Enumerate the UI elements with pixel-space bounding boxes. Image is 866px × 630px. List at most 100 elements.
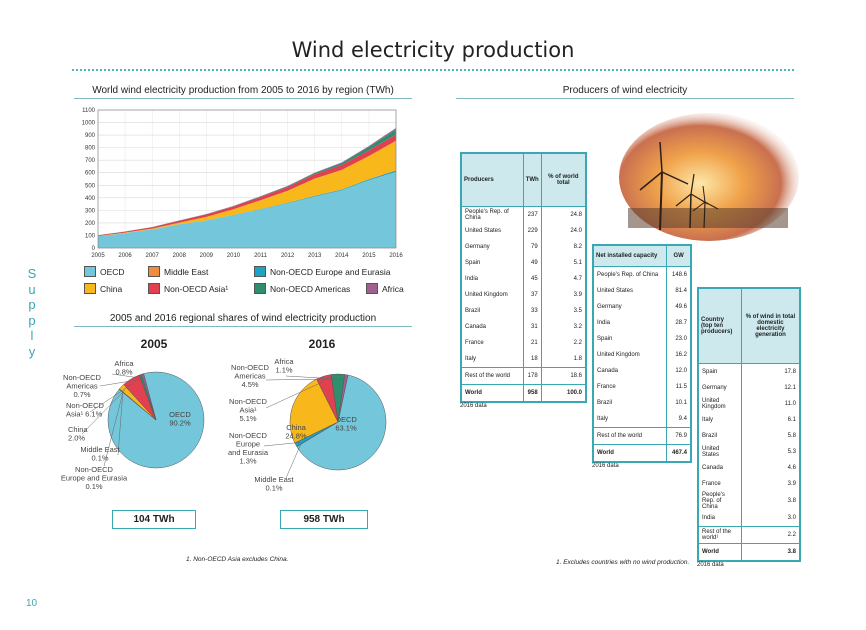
table-cell: 21 — [522, 335, 542, 351]
sidebar-letter: S — [27, 266, 37, 281]
table-cell: Germany — [465, 244, 490, 250]
table-cell: 76.9 — [666, 427, 691, 445]
plot-frame — [97, 109, 397, 249]
y-tick-label: 600 — [85, 171, 96, 177]
y-tick-label: 100 — [85, 233, 96, 239]
footnote-left: 1. Non-OECD Asia excludes China. — [186, 556, 289, 563]
table-cell: France — [597, 384, 616, 390]
pie-2016-total: 958 TWh — [280, 510, 368, 529]
page-number: 10 — [26, 598, 38, 609]
table-cell: Brazil — [597, 400, 613, 406]
table-row: Germany 12.1 — [698, 380, 800, 396]
table-cell: 37 — [522, 287, 542, 303]
x-tick-label: 2013 — [308, 253, 322, 259]
table-row: Rest of the world 178 18.6 — [461, 367, 586, 385]
legend-label: Non-OECD Europe and Eurasia — [270, 266, 391, 277]
table-row: Italy 6.1 — [698, 412, 800, 428]
table-row: United States 81.4 — [593, 283, 691, 299]
legend-item: China — [84, 283, 122, 294]
share-table-wrap: Country (top ten producers)% of wind in … — [697, 287, 801, 568]
table-cell: United Kingdom — [702, 398, 726, 410]
table-cell: United Kingdom — [465, 292, 508, 298]
y-tick-label: 1000 — [82, 121, 96, 127]
pie-2016: OECD 63.1%Middle East 0.1%Non-OECD Europe an… — [228, 357, 387, 493]
pie-slice — [140, 373, 157, 421]
area-legend: OECD Middle East Non-OECD Europe and Euras… — [84, 266, 414, 300]
table-row: People's Rep. of China 3.8 — [698, 492, 800, 510]
table-cell: Germany — [597, 304, 622, 310]
pie-leader — [265, 378, 338, 381]
table-cell: 467.4 — [666, 444, 691, 462]
capacity-table-wrap: Net installed capacity GW People's Rep. of… — [592, 244, 692, 469]
table-row: Canada 4.6 — [698, 460, 800, 476]
pie-slice — [289, 378, 339, 444]
table-cell: 16.2 — [666, 347, 691, 363]
table-cell: 2.2 — [740, 526, 800, 544]
table-cell: Rest of the world — [461, 367, 524, 385]
table-cell: 178 — [522, 367, 542, 385]
table-cell: 2.2 — [540, 335, 586, 351]
x-tick-label: 2016 — [389, 253, 403, 259]
table-row: Rest of the world 76.9 — [593, 427, 691, 445]
table-cell: World — [461, 384, 524, 402]
sidebar-letter: y — [28, 343, 36, 359]
pie-label-line: China — [286, 423, 306, 432]
pie-label-line: Non-OECD — [231, 363, 270, 372]
pie-2005: OECD 90.2%Middle East 0.1%Non-OECD Europe a… — [61, 359, 205, 491]
sidebar-letter: p — [28, 312, 36, 328]
x-tick-label: 2009 — [200, 253, 214, 259]
table-row: World 467.4 — [593, 444, 691, 462]
table-cell: Spain — [702, 369, 718, 375]
pie-label-line: 5.1% — [239, 414, 256, 423]
table-cell: 49 — [522, 255, 542, 271]
pie-leader — [265, 380, 326, 409]
sidebar-letter: l — [30, 328, 34, 343]
table-cell: 24.8 — [540, 206, 586, 223]
pie-label-line: Non-OECD — [63, 373, 102, 382]
table-cell: Rest of the world¹ — [698, 526, 742, 544]
pie-label: Middle East 0.1% — [80, 445, 120, 463]
table-header-row: Country (top ten producers)% of wind in … — [698, 288, 800, 364]
pie-2005-total: 104 TWh — [112, 510, 196, 529]
table-row: India 45 4.7 — [461, 271, 586, 287]
y-tick-label: 900 — [85, 133, 96, 139]
producers-table: Producers TWh% of world total People's Rep… — [460, 152, 587, 403]
legend-label: Africa — [382, 283, 404, 294]
table-cell: Italy — [465, 356, 477, 362]
pie-label-line: Middle East — [80, 445, 120, 454]
pie-leader — [81, 389, 126, 435]
pie-label: Africa 1.1% — [274, 357, 294, 375]
table-header-cell: Producers — [461, 153, 524, 207]
table-cell: 4.7 — [540, 271, 586, 287]
legend-label: Middle East — [164, 266, 209, 277]
x-tick-label: 2007 — [146, 253, 160, 259]
table-cell: 3.8 — [740, 492, 800, 510]
pie-leader — [111, 373, 144, 379]
table-cell: Italy — [597, 416, 609, 422]
pie-label: Non-OECD Americas 0.7% — [63, 373, 102, 399]
y-tick-label: 400 — [85, 196, 96, 202]
table-cell: 100.0 — [540, 384, 586, 402]
table-cell: United States — [597, 288, 634, 294]
table-row: Brazil 5.8 — [698, 428, 800, 444]
pie-label-line: 0.1% — [91, 454, 108, 463]
table-cell: Canada — [465, 324, 487, 330]
pie-label-line: China — [68, 425, 88, 434]
legend-item: Non-OECD Americas — [254, 283, 350, 294]
pie-label: Non-OECD Europe and Eurasia 0.1% — [61, 465, 128, 491]
table-cell: 5.3 — [740, 444, 800, 460]
table-cell: People's Rep. of China — [465, 209, 509, 221]
x-tick-label: 2010 — [227, 253, 241, 259]
table-header-row: Net installed capacity GW — [593, 245, 691, 267]
table-row: United States 229 24.0 — [461, 223, 586, 239]
pie-leader — [263, 442, 300, 447]
table-row: People's Rep. of China 148.6 — [593, 266, 691, 283]
x-tick-label: 2006 — [118, 253, 132, 259]
producers-section-title: Producers of wind electricity — [456, 85, 794, 99]
pie-label-line: Americas — [66, 382, 98, 391]
sidebar-letter: p — [28, 297, 36, 312]
table-cell: France — [702, 481, 721, 487]
legend-label: OECD — [100, 266, 125, 277]
pie-label-line: Africa — [114, 359, 134, 368]
table-cell: India — [702, 515, 716, 521]
